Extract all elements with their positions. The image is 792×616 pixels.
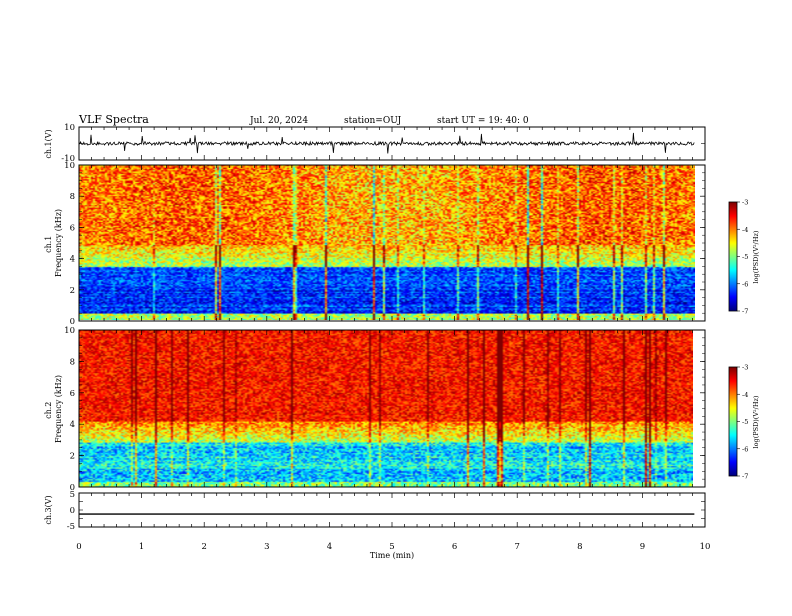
ch2-colorbar: -3 -4 -5 -6 -7 log(PSD)(V²/Hz) <box>728 364 760 481</box>
ch1-waveform-ticks <box>78 126 706 161</box>
ch3-waveform-panel: 5 0 -5 ch.3(V) <box>44 490 706 532</box>
ch1-colorbar: -3 -4 -5 -6 -7 log(PSD)(V²/Hz) <box>728 199 760 316</box>
ch3-waveform-ticks <box>78 492 706 528</box>
colorbar-tick-label: -7 <box>742 473 748 481</box>
ch2-spectrogram-ticks <box>78 330 706 487</box>
colorbar-tick-label: -3 <box>742 199 748 207</box>
ch1-ylabel-frequency: Frequency (kHz) <box>54 209 63 277</box>
time-tick-label: 9 <box>640 542 645 552</box>
ch1-spectrogram-ticks <box>78 165 706 321</box>
colorbar-tick-label: -4 <box>742 391 748 399</box>
time-tick-label: 8 <box>577 542 582 552</box>
ch2-freq-axis: 0 2 4 6 8 10 <box>64 326 705 493</box>
ch1-ytick-bottom: -10 <box>61 154 75 164</box>
ch2-ylabel-frequency: Frequency (kHz) <box>54 375 63 443</box>
freq-tick-label: 8 <box>70 357 75 367</box>
ch1-waveform-panel: 10 -10 ch.1(V) <box>44 123 706 164</box>
colorbar-tick-label: -3 <box>742 364 748 372</box>
time-tick-label: 4 <box>327 542 332 552</box>
ch1-colorbar-label: log(PSD)(V²/Hz) <box>752 230 760 283</box>
ch1-spectrogram-panel: 0 2 4 6 8 10 ch.1 Frequency (kHz) -3 -4 -5 -6 -7 … <box>44 161 760 327</box>
freq-tick-label: 10 <box>64 326 75 336</box>
time-tick-label: 7 <box>514 542 519 552</box>
station-label: station=OUJ <box>344 116 402 126</box>
colorbar-tick-label: -5 <box>742 253 748 261</box>
ch1-waveform-ylabel: ch.1(V) <box>44 129 53 158</box>
ch1-freq-axis: 0 2 4 6 8 10 <box>64 161 705 327</box>
ch3-ytick-mid: 0 <box>70 506 75 516</box>
ch2-colorbar-label: log(PSD)(V²/Hz) <box>752 395 760 448</box>
time-tick-label: 10 <box>700 542 711 552</box>
freq-tick-label: 0 <box>70 483 75 493</box>
colorbar-tick-label: -7 <box>742 308 748 316</box>
time-axis-tick-labels: 0 1 2 3 4 5 6 7 8 9 10 <box>76 542 710 552</box>
time-axis-label: Time (min) <box>370 551 414 560</box>
time-tick-label: 5 <box>389 542 394 552</box>
ch2-spectrogram-ylabel: ch.2 Frequency (kHz) <box>44 375 63 443</box>
ch3-ytick-bottom: -5 <box>67 522 75 532</box>
start-time-label: start UT = 19: 40: 0 <box>437 116 529 126</box>
colorbar-tick-label: -5 <box>742 418 748 426</box>
freq-tick-label: 10 <box>64 161 75 171</box>
freq-tick-label: 4 <box>70 420 75 430</box>
ch1-colorbar-ticks: -3 -4 -5 -6 -7 <box>737 199 748 316</box>
ch1-ytick-top: 10 <box>64 123 75 133</box>
time-tick-label: 0 <box>76 542 81 552</box>
colorbar-tick-label: -4 <box>742 226 748 234</box>
time-tick-label: 1 <box>139 542 144 552</box>
colorbar-tick-label: -6 <box>742 445 748 453</box>
date-label: Jul. 20, 2024 <box>249 116 308 126</box>
freq-tick-label: 2 <box>70 452 75 462</box>
ch1-colorbar-gradient <box>729 202 737 311</box>
ch1-waveform-frame <box>78 126 706 161</box>
ch3-waveform-frame <box>78 492 706 528</box>
time-tick-label: 2 <box>201 542 206 552</box>
ch2-spectrogram-image <box>79 330 693 487</box>
ch1-spectrogram-ylabel: ch.1 Frequency (kHz) <box>44 209 63 277</box>
ch1-ylabel-channel: ch.1 <box>44 236 53 253</box>
ch2-ylabel-channel: ch.2 <box>44 402 53 419</box>
ch1-waveform-trace <box>78 132 695 154</box>
freq-tick-label: 8 <box>70 192 75 202</box>
freq-tick-label: 0 <box>70 317 75 327</box>
figure-header: VLF Spectra Jul. 20, 2024 station=OUJ st… <box>78 113 529 126</box>
ch2-colorbar-ticks: -3 -4 -5 -6 -7 <box>737 364 748 481</box>
freq-tick-label: 6 <box>70 223 75 233</box>
ch1-spectrogram-image <box>79 165 695 320</box>
ch3-waveform-ylabel: ch.3(V) <box>44 495 53 524</box>
freq-tick-label: 2 <box>70 286 75 296</box>
ch2-spectrogram-panel: 0 2 4 6 8 10 ch.2 Frequency (kHz) -3 -4 -5 -6 -7 … <box>44 326 760 493</box>
ch2-colorbar-gradient <box>729 367 737 476</box>
colorbar-tick-label: -6 <box>742 280 748 288</box>
time-tick-label: 3 <box>264 542 269 552</box>
freq-tick-label: 6 <box>70 389 75 399</box>
time-tick-label: 6 <box>452 542 457 552</box>
ch3-ytick-top: 5 <box>70 490 75 500</box>
freq-tick-label: 4 <box>70 255 75 265</box>
figure-title: VLF Spectra <box>78 113 149 126</box>
